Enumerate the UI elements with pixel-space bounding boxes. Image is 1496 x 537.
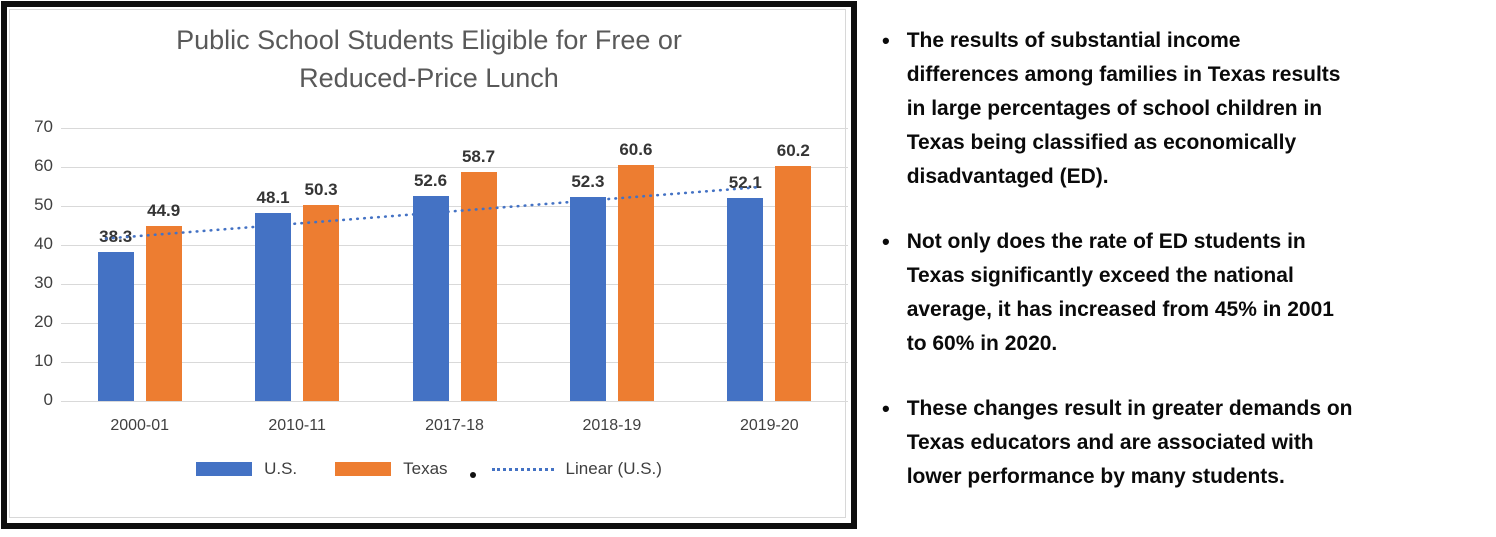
bullet-icon: • [882, 396, 890, 421]
bar-texas-2010-11 [303, 204, 340, 401]
legend-swatch-texas [335, 462, 392, 476]
y-tick-label: 40 [34, 234, 53, 253]
bar-us-2000-01 [97, 251, 134, 401]
data-label: 52.3 [571, 172, 605, 192]
gridline [61, 401, 848, 402]
gridline [61, 245, 848, 246]
chart-legend: U.S. Texas Linear (U.S.) [7, 459, 851, 479]
y-tick-label: 30 [34, 273, 53, 292]
chart-box: Public School Students Eligible for Free… [1, 1, 857, 529]
stray-dot-icon [469, 472, 476, 478]
data-label: 52.6 [413, 170, 448, 190]
chart-frame [9, 9, 846, 518]
legend-label-texas: Texas [403, 459, 448, 478]
data-label: 38.3 [99, 226, 133, 246]
bar-us-2017-18 [412, 195, 449, 401]
bullet-item-1: • The results of substantial income diff… [882, 24, 1478, 194]
data-label: 44.9 [147, 200, 181, 220]
bullet-text-1: The results of substantial income differ… [906, 29, 1341, 188]
chart-title: Public School Students Eligible for Free… [176, 25, 682, 93]
y-tick-label: 10 [34, 351, 53, 370]
y-tick-label: 70 [34, 117, 53, 136]
y-tick-label: 20 [34, 312, 53, 331]
bar-texas-2017-18 [460, 172, 497, 401]
gridline [61, 323, 848, 324]
bar-us-2010-11 [255, 213, 292, 401]
bar-texas-2019-20 [775, 166, 812, 401]
y-tick-label: 50 [34, 195, 53, 214]
gridline [61, 362, 848, 363]
bullet-item-2: • Not only does the rate of ED students … [882, 225, 1478, 361]
bullet-text-3: These changes result in greater demands … [906, 397, 1353, 488]
legend-swatch-us [196, 462, 253, 476]
data-label: 52.1 [728, 172, 762, 192]
bar-us-2019-20 [727, 197, 764, 401]
x-category-label: 2017-18 [425, 417, 484, 434]
gridline [61, 284, 848, 285]
legend-swatch-linear-icon [491, 467, 554, 471]
bullet-item-3: • These changes result in greater demand… [882, 392, 1478, 494]
x-category-label: 2018-19 [582, 417, 642, 434]
y-tick-label: 60 [34, 156, 53, 175]
gridline [61, 128, 848, 129]
bar-texas-2018-19 [617, 164, 654, 401]
bullet-text-2: Not only does the rate of ED students in… [906, 230, 1334, 355]
legend-item-linear: Linear (U.S.) [491, 459, 662, 479]
legend-label-us: U.S. [264, 459, 298, 478]
x-category-label: 2019-20 [739, 417, 799, 434]
bullet-icon: • [882, 28, 890, 53]
legend-label-linear: Linear (U.S.) [565, 459, 662, 478]
data-label: 60.2 [776, 141, 810, 161]
data-label: 58.7 [461, 147, 496, 167]
notes-panel: • The results of substantial income diff… [882, 24, 1478, 525]
gridline [61, 167, 848, 168]
data-label: 50.3 [304, 179, 338, 199]
legend-item-us: U.S. [196, 459, 297, 479]
x-category-label: 2010-11 [268, 417, 326, 434]
bar-us-2018-19 [569, 197, 606, 401]
y-tick-label: 0 [43, 390, 53, 409]
legend-item-texas: Texas [335, 459, 448, 479]
bullet-icon: • [882, 229, 890, 254]
x-category-label: 2000-01 [110, 417, 170, 434]
bar-texas-2000-01 [145, 225, 182, 401]
data-label: 60.6 [619, 139, 653, 159]
